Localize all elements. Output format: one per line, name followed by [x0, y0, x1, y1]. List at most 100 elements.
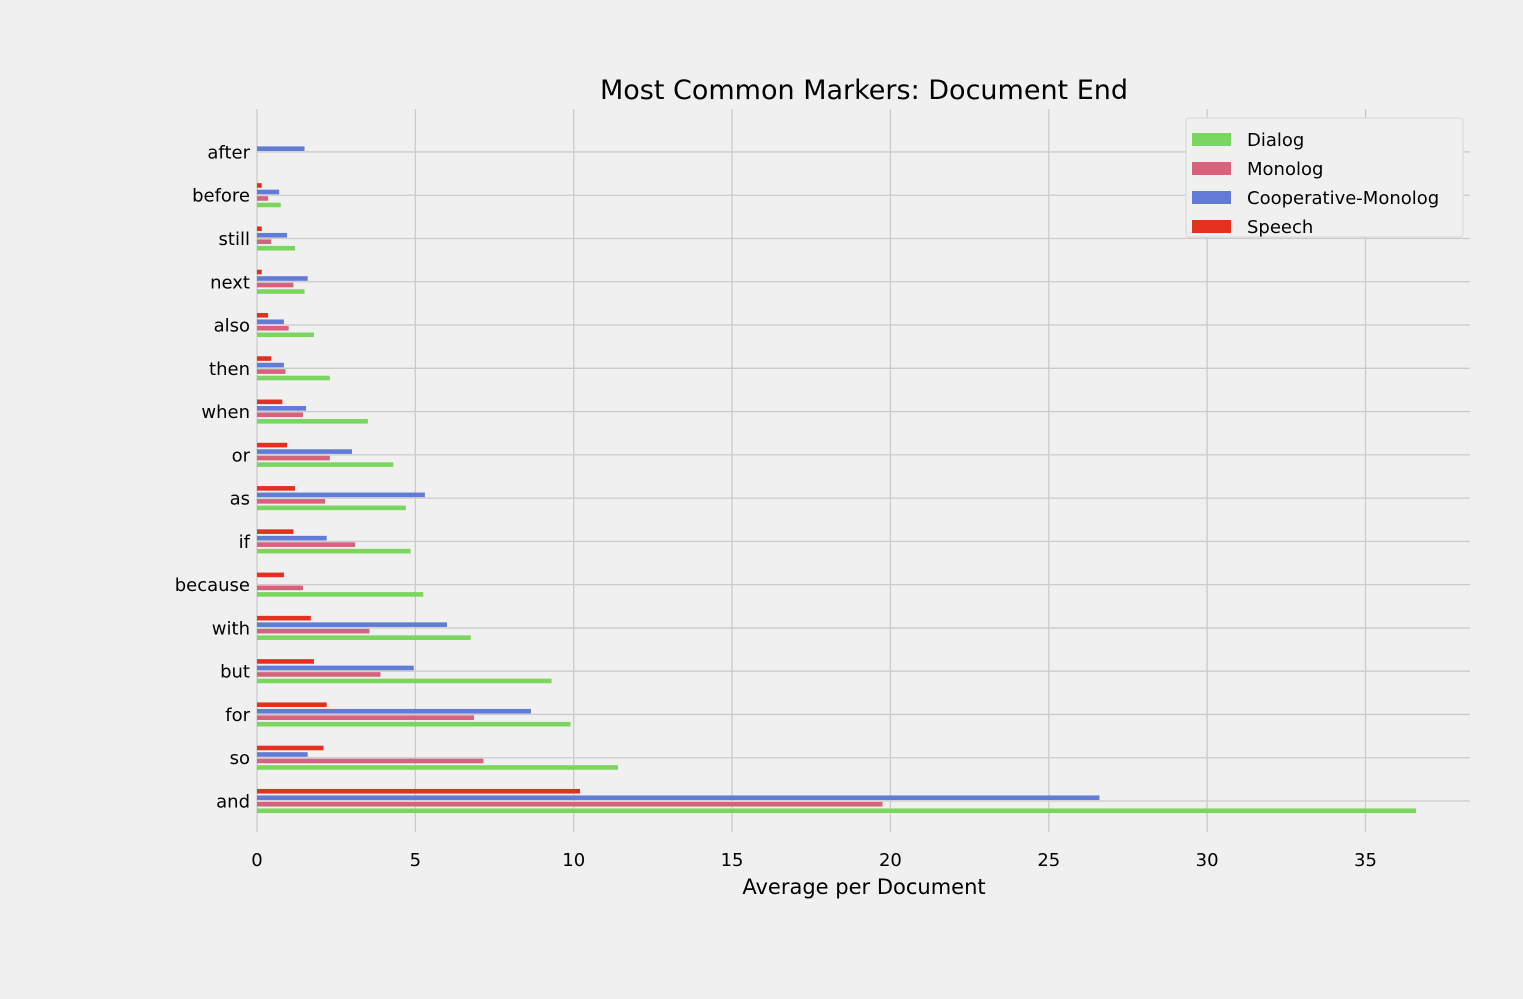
bar-cooperative-monolog-so	[257, 752, 308, 757]
y-tick-label: still	[219, 229, 250, 250]
legend-swatch	[1192, 191, 1231, 204]
bar-cooperative-monolog-still	[257, 232, 288, 238]
bar-speech-before	[257, 183, 262, 188]
bar-monolog-when	[257, 412, 303, 418]
x-tick-label: 0	[251, 850, 262, 871]
x-tick-label: 25	[1037, 850, 1060, 871]
x-tick-label: 5	[410, 850, 421, 871]
bar-speech-when	[257, 399, 283, 405]
legend-swatch	[1192, 220, 1231, 233]
bar-cooperative-monolog-if	[257, 535, 327, 541]
y-tick-label: and	[216, 792, 250, 813]
bar-speech-next	[257, 269, 262, 275]
y-tick-label: also	[214, 316, 250, 337]
bar-dialog-because	[257, 592, 424, 597]
bar-monolog-if	[257, 542, 356, 547]
bar-dialog-and	[257, 808, 1417, 814]
y-tick-label: as	[230, 489, 250, 510]
bar-monolog-for	[257, 715, 474, 721]
x-tick-label: 35	[1354, 850, 1377, 871]
bar-cooperative-monolog-and	[257, 795, 1100, 801]
legend-swatch	[1192, 133, 1231, 146]
bar-cooperative-monolog-when	[257, 406, 307, 411]
bar-speech-still	[257, 226, 262, 232]
bar-monolog-because	[257, 585, 303, 591]
bar-monolog-but	[257, 672, 381, 677]
bar-speech-for	[257, 702, 327, 708]
bar-dialog-so	[257, 765, 619, 770]
y-tick-label: for	[225, 705, 250, 726]
legend-label: Cooperative-Monolog	[1247, 188, 1439, 209]
bar-speech-so	[257, 745, 324, 751]
bar-cooperative-monolog-but	[257, 665, 414, 671]
bar-dialog-when	[257, 419, 368, 424]
x-tick-label: 30	[1196, 850, 1219, 871]
legend-label: Dialog	[1247, 130, 1304, 151]
bar-dialog-but	[257, 678, 552, 684]
bar-speech-if	[257, 529, 294, 534]
y-tick-label: before	[192, 186, 250, 207]
y-tick-label: after	[207, 142, 250, 163]
y-tick-label: so	[230, 748, 250, 769]
bar-cooperative-monolog-next	[257, 276, 308, 281]
x-tick-label: 10	[562, 850, 585, 871]
bar-monolog-and	[257, 801, 883, 807]
y-tick-label: then	[209, 359, 250, 380]
bar-speech-with	[257, 615, 311, 621]
bar-dialog-with	[257, 635, 471, 640]
bar-monolog-before	[257, 196, 269, 201]
x-axis-label: Average per Document	[742, 875, 985, 899]
x-tick-label: 20	[879, 850, 902, 871]
y-tick-label: next	[210, 272, 250, 293]
bar-speech-because	[257, 572, 284, 578]
bar-cooperative-monolog-then	[257, 362, 284, 368]
bar-dialog-or	[257, 462, 394, 467]
bar-layer	[257, 146, 1417, 814]
y-tick-label: because	[175, 575, 250, 596]
bar-speech-or	[257, 442, 288, 448]
bar-dialog-if	[257, 548, 411, 554]
legend: Dialog Monolog Cooperative-Monolog Speech	[1185, 117, 1464, 238]
bar-cooperative-monolog-or	[257, 449, 353, 454]
bar-speech-and	[257, 788, 581, 794]
bar-monolog-as	[257, 499, 326, 504]
legend-swatch	[1192, 162, 1231, 175]
bar-monolog-with	[257, 628, 370, 634]
bar-cooperative-monolog-after	[257, 146, 305, 151]
legend-label: Speech	[1247, 217, 1313, 238]
tick-layer: 0 5 10 15 20 25 30 35 and so for but with because if as…	[175, 142, 1377, 871]
bar-cooperative-monolog-as	[257, 492, 425, 498]
y-tick-label: or	[232, 445, 251, 466]
y-tick-label: when	[201, 402, 250, 423]
legend-box	[1185, 117, 1464, 238]
bar-dialog-still	[257, 245, 296, 251]
bar-dialog-as	[257, 505, 406, 511]
legend-label: Monolog	[1247, 159, 1323, 180]
y-tick-label: if	[239, 532, 251, 553]
bar-dialog-next	[257, 289, 305, 294]
chart-title: Most Common Markers: Document End	[600, 75, 1128, 106]
bar-monolog-so	[257, 758, 484, 764]
bar-dialog-for	[257, 721, 571, 727]
bar-monolog-then	[257, 369, 286, 374]
bar-dialog-then	[257, 375, 330, 381]
bar-monolog-also	[257, 325, 289, 331]
bar-speech-but	[257, 659, 315, 664]
bar-cooperative-monolog-for	[257, 708, 531, 714]
y-tick-label: but	[220, 662, 250, 683]
bar-dialog-also	[257, 332, 315, 338]
bar-monolog-still	[257, 239, 272, 245]
bar-speech-as	[257, 486, 296, 491]
bar-monolog-or	[257, 455, 330, 461]
bar-speech-then	[257, 356, 272, 361]
bar-speech-also	[257, 312, 269, 318]
x-tick-label: 15	[721, 850, 744, 871]
bar-dialog-before	[257, 202, 281, 208]
bar-cooperative-monolog-with	[257, 622, 448, 627]
y-tick-label: with	[212, 618, 250, 639]
bar-cooperative-monolog-also	[257, 319, 284, 325]
bar-monolog-next	[257, 282, 294, 288]
bar-cooperative-monolog-before	[257, 189, 280, 195]
